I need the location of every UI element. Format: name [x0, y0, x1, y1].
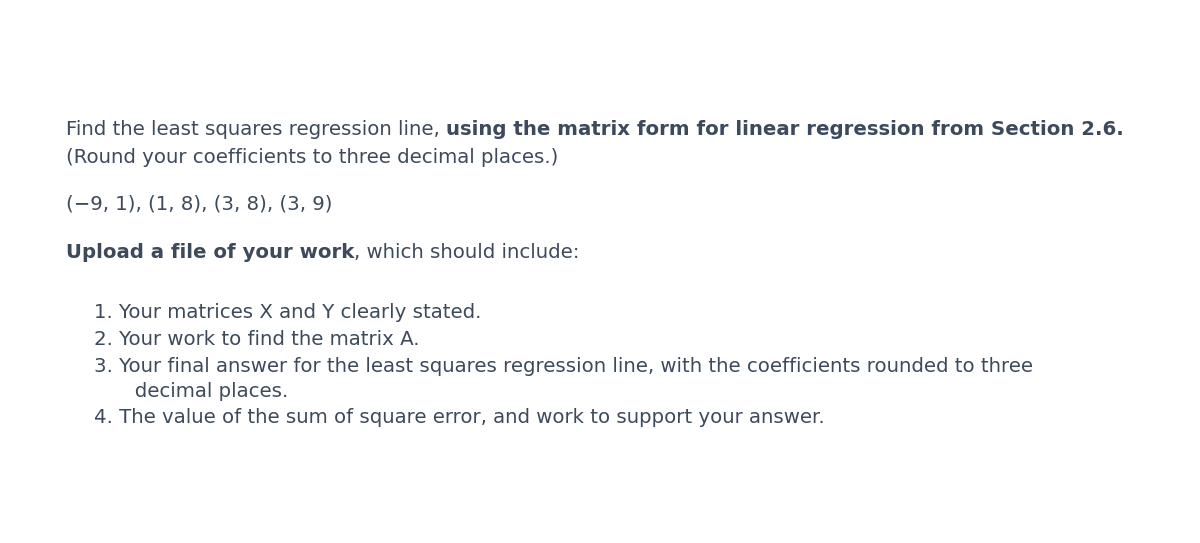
Text: Upload a file of your work: Upload a file of your work: [66, 243, 354, 262]
Text: using the matrix form for linear regression from Section 2.6.: using the matrix form for linear regress…: [446, 120, 1123, 139]
Text: 2. Your work to find the matrix A.: 2. Your work to find the matrix A.: [94, 330, 419, 349]
Text: 3. Your final answer for the least squares regression line, with the coefficient: 3. Your final answer for the least squar…: [94, 357, 1032, 376]
Text: 1. Your matrices X and Y clearly stated.: 1. Your matrices X and Y clearly stated.: [94, 303, 481, 322]
Text: (Round your coefficients to three decimal places.): (Round your coefficients to three decima…: [66, 148, 558, 167]
Text: , which should include:: , which should include:: [354, 243, 580, 262]
Text: Find the least squares regression line,: Find the least squares regression line,: [66, 120, 446, 139]
Text: 4. The value of the sum of square error, and work to support your answer.: 4. The value of the sum of square error,…: [94, 408, 824, 427]
Text: (−9, 1), (1, 8), (3, 8), (3, 9): (−9, 1), (1, 8), (3, 8), (3, 9): [66, 195, 332, 214]
Text: decimal places.: decimal places.: [115, 382, 288, 401]
